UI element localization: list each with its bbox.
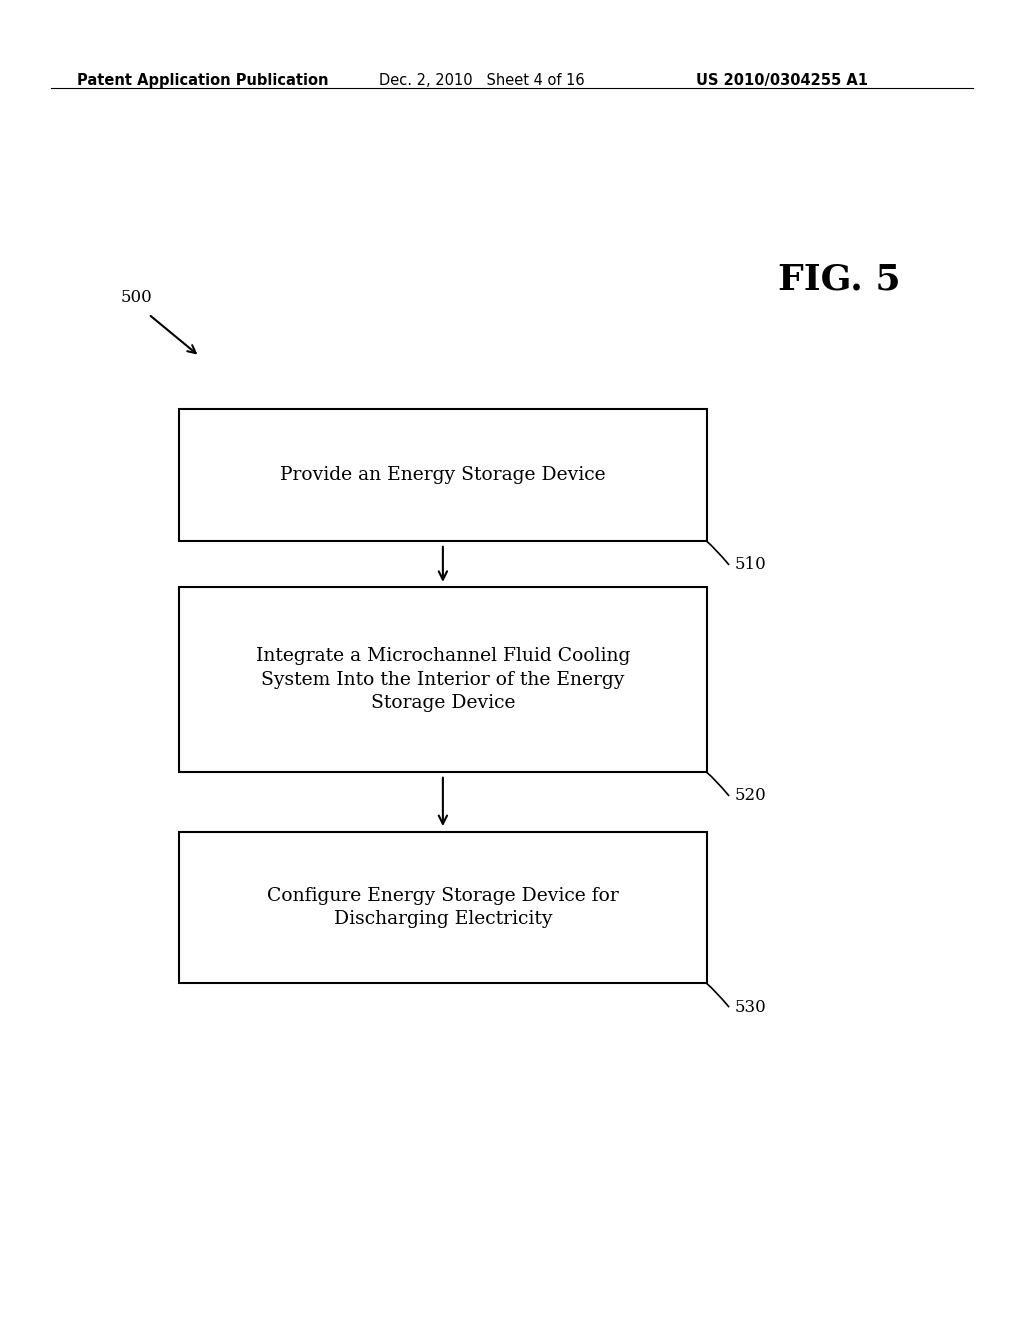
Text: FIG. 5: FIG. 5: [778, 263, 901, 297]
Text: 530: 530: [734, 999, 766, 1015]
Text: 510: 510: [734, 557, 766, 573]
Text: 500: 500: [121, 289, 153, 305]
Text: Dec. 2, 2010   Sheet 4 of 16: Dec. 2, 2010 Sheet 4 of 16: [379, 73, 585, 87]
Text: 520: 520: [734, 788, 766, 804]
Bar: [179, 409, 707, 541]
Text: Integrate a Microchannel Fluid Cooling
System Into the Interior of the Energy
St: Integrate a Microchannel Fluid Cooling S…: [256, 647, 630, 713]
Bar: [179, 587, 707, 772]
Text: US 2010/0304255 A1: US 2010/0304255 A1: [696, 73, 868, 87]
Text: Patent Application Publication: Patent Application Publication: [77, 73, 329, 87]
Text: Configure Energy Storage Device for
Discharging Electricity: Configure Energy Storage Device for Disc…: [267, 887, 618, 928]
Text: Provide an Energy Storage Device: Provide an Energy Storage Device: [281, 466, 605, 484]
Bar: [179, 832, 707, 983]
